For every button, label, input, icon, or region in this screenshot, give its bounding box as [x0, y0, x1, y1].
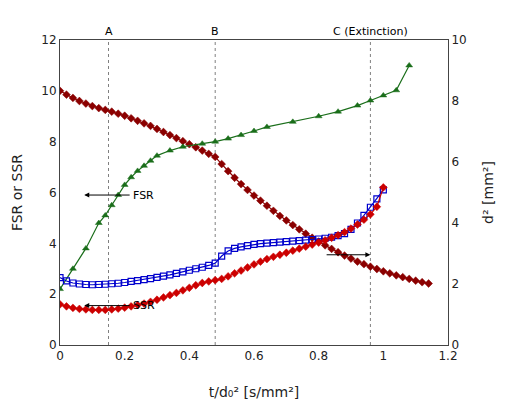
svg-text:0: 0	[451, 338, 459, 352]
svg-text:10: 10	[451, 33, 466, 47]
svg-text:0: 0	[56, 349, 64, 363]
svg-text:6: 6	[49, 186, 57, 200]
svg-text:d² [mm²]: d² [mm²]	[480, 161, 496, 224]
svg-text:FSR: FSR	[133, 189, 154, 202]
svg-text:t/d₀² [s/mm²]: t/d₀² [s/mm²]	[209, 384, 300, 400]
svg-text:8: 8	[49, 135, 57, 149]
svg-text:A: A	[105, 25, 113, 38]
svg-text:0.2: 0.2	[115, 349, 134, 363]
svg-text:6: 6	[451, 155, 459, 169]
svg-text:B: B	[211, 25, 219, 38]
svg-text:2: 2	[451, 277, 459, 291]
svg-text:0.4: 0.4	[180, 349, 199, 363]
svg-text:0.6: 0.6	[244, 349, 263, 363]
svg-text:FSR or SSR: FSR or SSR	[9, 154, 25, 231]
svg-text:2: 2	[49, 287, 57, 301]
svg-text:12: 12	[41, 33, 56, 47]
svg-text:4: 4	[451, 216, 459, 230]
svg-text:10: 10	[41, 84, 56, 98]
svg-text:1: 1	[380, 349, 388, 363]
svg-text:SSR: SSR	[133, 299, 155, 312]
svg-text:0: 0	[49, 338, 57, 352]
svg-text:0.8: 0.8	[309, 349, 328, 363]
svg-text:4: 4	[49, 237, 57, 251]
svg-text:C (Extinction): C (Extinction)	[333, 25, 408, 38]
svg-text:1.2: 1.2	[438, 349, 457, 363]
svg-text:8: 8	[451, 94, 459, 108]
